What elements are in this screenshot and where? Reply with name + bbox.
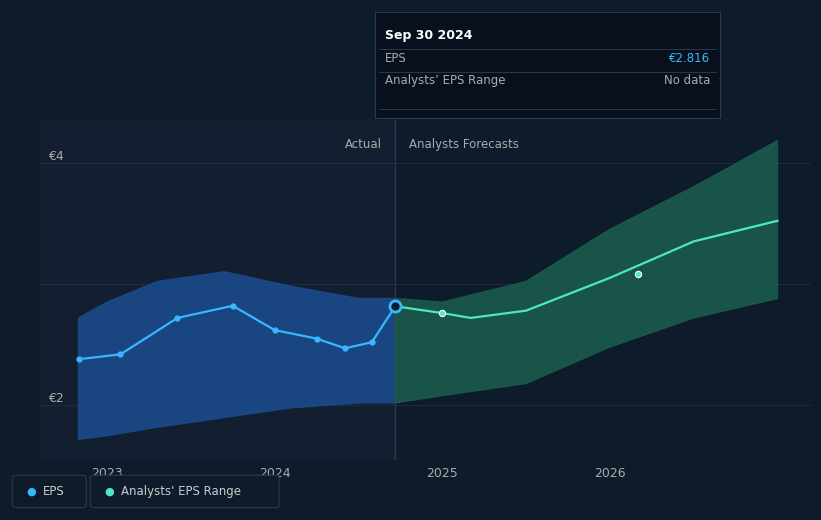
Text: Sep 30 2024: Sep 30 2024 — [385, 29, 472, 42]
Text: €4: €4 — [48, 150, 64, 162]
Text: EPS: EPS — [43, 485, 64, 498]
Text: EPS: EPS — [385, 52, 406, 65]
Text: Actual: Actual — [345, 138, 382, 151]
Polygon shape — [79, 272, 396, 439]
Polygon shape — [396, 140, 777, 403]
Bar — [40, 120, 396, 460]
Text: Analysts Forecasts: Analysts Forecasts — [409, 138, 519, 151]
Text: €2: €2 — [48, 393, 64, 406]
Text: ●: ● — [104, 486, 114, 497]
Text: ●: ● — [26, 486, 36, 497]
Text: €2.816: €2.816 — [669, 52, 710, 65]
Text: Analysts’ EPS Range: Analysts’ EPS Range — [385, 74, 506, 87]
Text: Analysts' EPS Range: Analysts' EPS Range — [121, 485, 241, 498]
Text: No data: No data — [663, 74, 710, 87]
